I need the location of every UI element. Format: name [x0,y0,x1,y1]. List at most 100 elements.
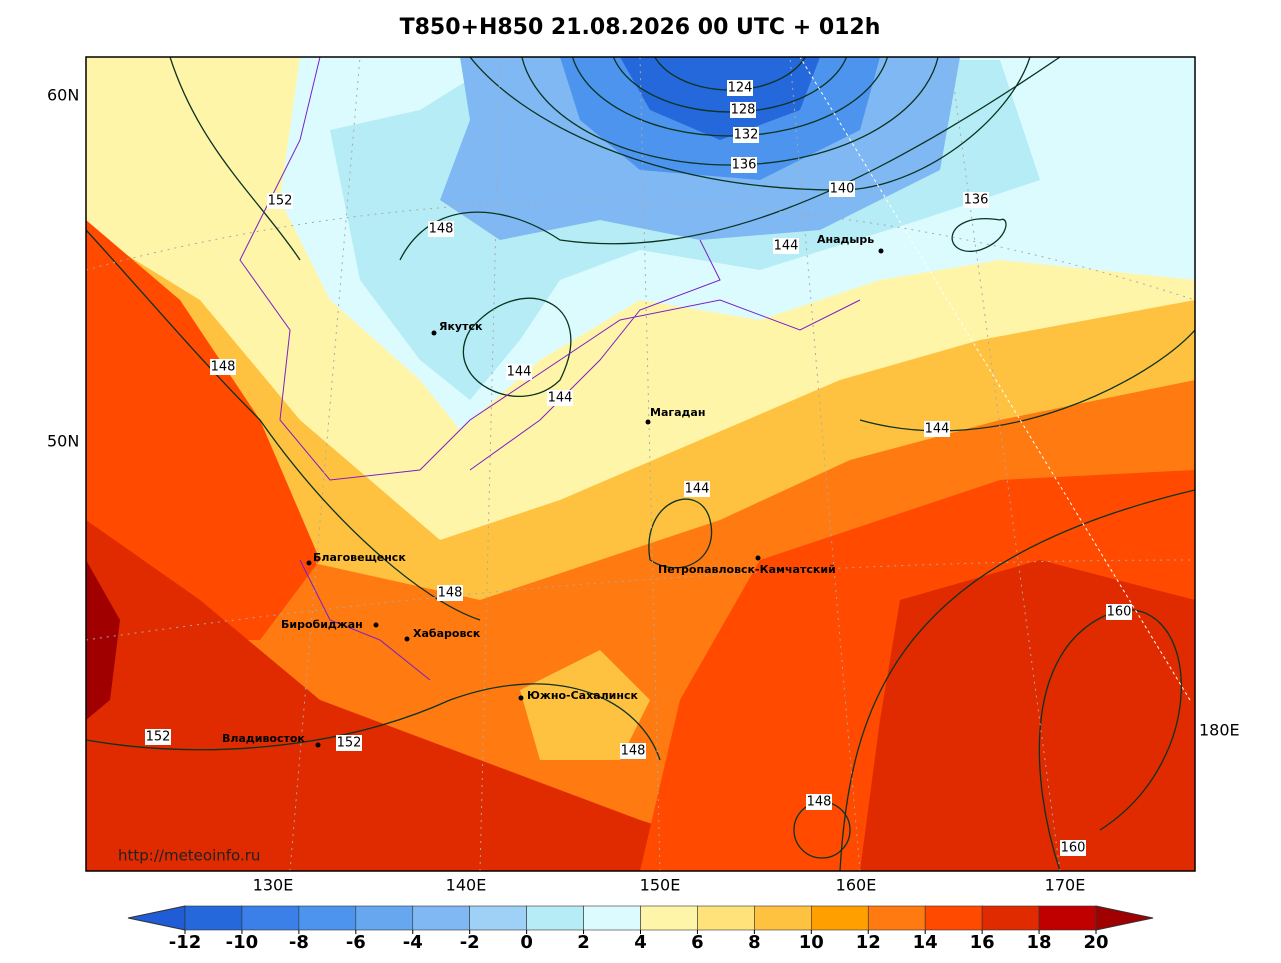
colorbar-tick-label: 18 [1027,932,1052,953]
colorbar-bin [184,905,243,931]
colorbar-bin [355,905,414,931]
lat-label: 60N [47,86,79,105]
contour-label-box [727,80,753,96]
contour-label-box [733,127,759,143]
contour-label: 144 [548,391,573,406]
contour-label-box [806,794,832,810]
contour-label: 136 [964,193,989,208]
contour-label: 148 [438,586,463,601]
lon-label: 150E [640,876,681,895]
colorbar-bin [469,905,527,931]
contour-label-box [963,192,989,208]
contour-label-box [829,181,855,197]
colorbar-tick-label: -6 [346,932,366,953]
colorbar-tick-label: 6 [691,932,704,953]
city-dot [306,560,312,566]
colorbar-bin [298,905,357,931]
contour-label-box [437,585,463,601]
contour-label-box [620,743,646,759]
temperature-field [86,57,1195,871]
colorbar-tick-label: -4 [403,932,423,953]
colorbar-bin [754,905,812,931]
contour-label-box [547,390,573,406]
contour-label: 124 [728,81,753,96]
colorbar-tick-label: 16 [970,932,995,953]
colorbar: -12 -10 -8 -6 -4 -2 0 2 4 6 8 10 12 14 16 18 20 [127,905,1154,953]
contour-label: 144 [774,239,799,254]
contour-label-box [730,102,756,118]
colorbar-bin [241,905,300,931]
lon-label: 160E [836,876,877,895]
city-dot [645,419,651,425]
colorbar-tick-label: 20 [1083,932,1108,953]
colorbar-tick-label: -8 [289,932,309,953]
colorbar-bin [1038,905,1097,931]
lon-label: 180E [1199,721,1240,740]
height-contours [86,57,1195,871]
contour-label: 160 [1061,841,1086,856]
city-label: Владивосток [222,732,305,745]
contour-label: 148 [807,795,832,810]
contour-label: 140 [830,182,855,197]
colorbar-bin [811,905,869,931]
colorbar-tick-label: 2 [577,932,590,953]
contour-label-box [267,193,293,209]
contour-label: 152 [337,736,362,751]
contour-label-box [731,157,757,173]
contour-label: 148 [621,744,646,759]
map-title: T850+H850 21.08.2026 00 UTC + 012h [400,15,881,40]
contour-label-box [1060,840,1086,856]
colorbar-tick-label: 4 [634,932,647,953]
contour-label: 152 [268,194,293,209]
contour-label: 136 [732,158,757,173]
colorbar-tick-label: 0 [520,932,533,953]
city-label: Анадырь [817,233,874,246]
city-label: Петропавловск-Камчатский [658,563,836,576]
colorbar-tick-label: 14 [913,932,938,953]
colorbar-bin [867,905,926,931]
contour-label-box [210,359,236,375]
colorbar-under [127,905,186,931]
lon-label: 170E [1045,876,1086,895]
city-label: Хабаровск [413,627,481,640]
lon-label: 140E [446,876,487,895]
contour-label-box [428,221,454,237]
colorbar-bin [697,905,755,931]
contour-label: 144 [507,365,532,380]
colorbar-bin [640,905,698,931]
colorbar-over [1095,905,1154,931]
contour-label-box [684,481,710,497]
lon-label: 130E [253,876,294,895]
contour-label-box [1106,604,1132,620]
colorbar-bin [924,905,983,931]
colorbar-tick-label: 10 [799,932,824,953]
contour-label-box [773,238,799,254]
contour-label: 128 [731,103,756,118]
colorbar-tick-label: -10 [226,932,259,953]
contour-label: 132 [734,128,759,143]
city-label: Благовещенск [313,551,406,564]
contour-label: 148 [429,222,454,237]
city-dot [315,742,321,748]
contour-label: 144 [925,422,950,437]
city-label: Якутск [439,320,483,333]
city-dot [755,555,761,561]
contour-label-box [924,421,950,437]
colorbar-tick-label: 12 [856,932,881,953]
map-frame [85,56,1196,872]
borders [239,57,861,681]
city-dot [518,695,524,701]
contour-label-box [336,735,362,751]
colorbar-tick-label: -2 [460,932,480,953]
colorbar-bin [526,905,584,931]
source-url: http://meteoinfo.ru [118,847,260,865]
city-dot [404,636,410,642]
lat-label: 50N [47,432,79,451]
contour-label-box [506,364,532,380]
city-label: Биробиджан [281,618,363,631]
colorbar-bin [981,905,1040,931]
contour-label: 144 [685,482,710,497]
contour-label: 160 [1107,605,1132,620]
colorbar-tick-label: -12 [169,932,202,953]
